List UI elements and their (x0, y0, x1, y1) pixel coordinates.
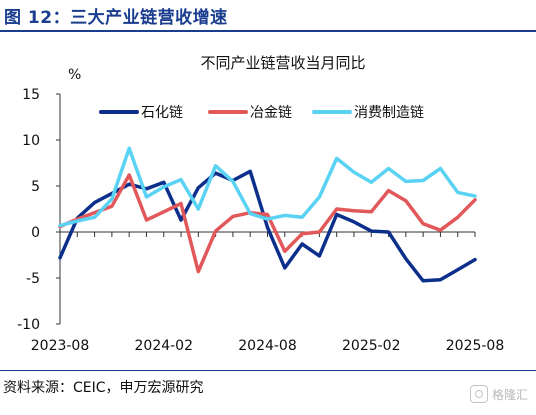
source-note: 资料来源：CEIC，申万宏源研究 (3, 380, 204, 396)
footer-divider (0, 370, 536, 371)
watermark-logo-icon (469, 385, 488, 403)
chart-title: 不同产业链营收当月同比 (200, 54, 365, 72)
legend-label-1: 冶金链 (250, 105, 292, 121)
figure-header: 图 12：三大产业链营收增速 (0, 0, 536, 30)
series-line-1 (58, 173, 477, 274)
y-tick-label: 15 (22, 87, 40, 103)
y-tick-label: -5 (26, 271, 40, 287)
axes: -10 -5 0 5 10 15 2023-08 2024-02 2024-08 2025-02 2… (17, 87, 504, 354)
series-line-0 (58, 169, 477, 283)
series-line-2 (58, 146, 477, 228)
figure-title: 图 12：三大产业链营收增速 (4, 8, 228, 28)
x-tick-label: 2025-02 (342, 338, 401, 354)
x-tick-label: 2025-08 (446, 338, 505, 354)
legend-label-2: 消费制造链 (354, 105, 424, 121)
legend: 石化链 冶金链 消费制造链 (99, 105, 424, 121)
y-axis-unit: % (68, 67, 81, 83)
y-tick-label: 10 (22, 133, 40, 149)
y-tick-label: 0 (31, 225, 40, 241)
legend-label-0: 石化链 (141, 105, 183, 121)
series-lines (58, 146, 477, 283)
x-tick-label: 2023-08 (31, 338, 90, 354)
x-tick-label: 2024-02 (135, 338, 194, 354)
header-divider (0, 30, 536, 32)
x-tick-label: 2024-08 (238, 338, 297, 354)
watermark: 格隆汇 (469, 385, 528, 403)
line-chart: 不同产业链营收当月同比 % -10 -5 0 5 10 15 2023-08 2024-02 2… (17, 54, 504, 354)
watermark-text: 格隆汇 (491, 387, 528, 402)
y-tick-label: -10 (17, 317, 40, 333)
y-tick-label: 5 (31, 179, 40, 195)
